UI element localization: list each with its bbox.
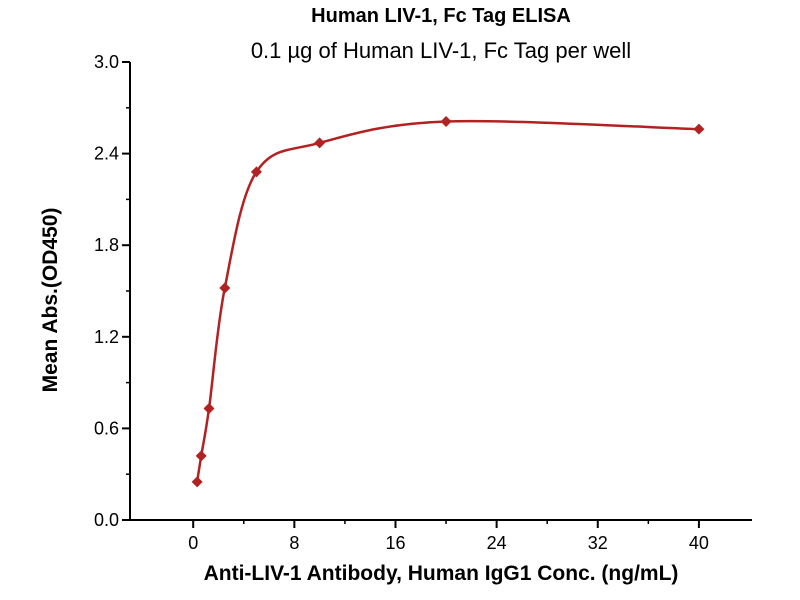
data-point-marker (693, 123, 705, 135)
y-tick-label: 1.8 (94, 235, 119, 255)
y-tick-label: 2.4 (94, 144, 119, 164)
chart-title: Human LIV-1, Fc Tag ELISA (311, 5, 571, 27)
fit-curve (195, 119, 699, 483)
data-point-marker (219, 282, 231, 294)
y-tick-label: 0.6 (94, 418, 119, 438)
plot-area: 0 8 16 24 32 40 0.0 0.6 1.2 1.8 2.4 3.0 (94, 52, 752, 553)
data-point-marker (314, 137, 326, 149)
data-point-marker (195, 450, 207, 462)
chart-subtitle: 0.1 µg of Human LIV-1, Fc Tag per well (251, 38, 631, 63)
data-point-marker (250, 166, 262, 178)
y-tick-label: 3.0 (94, 52, 119, 72)
y-tick-label: 1.2 (94, 327, 119, 347)
data-point-marker (191, 476, 203, 488)
data-point-marker (440, 116, 452, 128)
y-tick-label: 0.0 (94, 510, 119, 530)
x-tick-label: 8 (289, 533, 299, 553)
x-axis-label: Anti-LIV-1 Antibody, Human IgG1 Conc. (n… (204, 562, 679, 585)
x-tick-label: 0 (188, 533, 198, 553)
x-tick-label: 40 (689, 533, 709, 553)
x-tick-label: 16 (385, 533, 405, 553)
x-tick-label: 24 (487, 533, 507, 553)
y-axis-label: Mean Abs.(OD450) (39, 208, 62, 393)
data-point-marker (203, 403, 215, 415)
x-tick-label: 32 (588, 533, 608, 553)
